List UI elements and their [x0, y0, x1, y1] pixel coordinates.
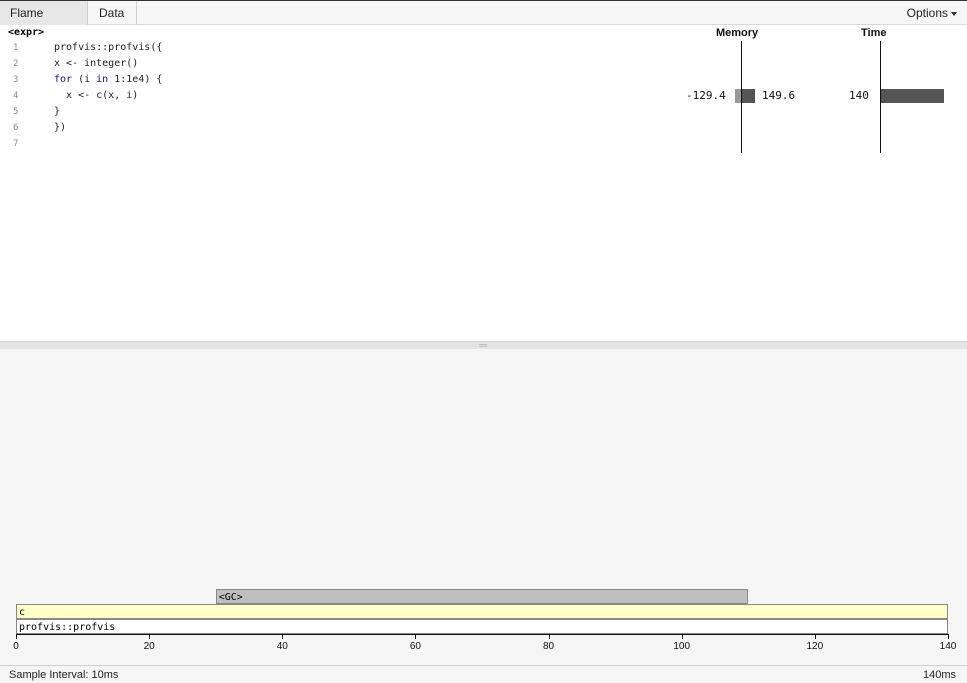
tab-data[interactable]: Data: [89, 1, 137, 25]
line-text: x <- integer(): [54, 58, 139, 69]
time-value: 140: [849, 89, 869, 102]
caret-down-icon: [951, 11, 957, 16]
line-number: 7: [13, 139, 19, 149]
tab-flame-graph[interactable]: Flame Graph: [0, 1, 88, 44]
line-number: 5: [13, 107, 19, 117]
axis-tick: [282, 634, 284, 639]
line-number: 4: [13, 91, 19, 101]
options-menu[interactable]: Options: [907, 1, 957, 25]
panel-splitter[interactable]: [0, 341, 967, 349]
line-number: 2: [13, 59, 19, 69]
code-line-7[interactable]: 7: [0, 136, 967, 152]
code-line-3[interactable]: 3 for (i in 1:1e4) {: [0, 72, 967, 88]
options-label: Options: [906, 6, 948, 20]
axis-tick-label: 80: [543, 641, 555, 652]
line-text: x <- c(x, i): [54, 90, 139, 101]
flame-frame[interactable]: c: [16, 604, 948, 619]
total-time: 140ms: [922, 669, 956, 681]
time-zero-line: [880, 41, 881, 153]
memory-zero-line: [741, 41, 742, 153]
code-line-4[interactable]: 4 x <- c(x, i) -129.4 149.6 140: [0, 88, 967, 104]
axis-tick-label: 140: [939, 641, 957, 652]
axis-tick-label: 120: [806, 641, 824, 652]
line-text: for (i in 1:1e4) {: [54, 74, 163, 85]
flame-frame[interactable]: profvis::profvis: [16, 619, 948, 634]
memory-deallocated-bar: [735, 89, 741, 103]
axis-line: [16, 634, 948, 635]
code-line-1[interactable]: 1 profvis::profvis({: [0, 40, 967, 56]
toolbar: Flame Graph Data Options: [0, 0, 967, 44]
line-number: 6: [13, 123, 19, 133]
axis-tick: [814, 634, 816, 639]
axis-tick-label: 20: [143, 641, 155, 652]
status-bar: Sample Interval: 10ms 140ms: [0, 665, 967, 683]
line-text: profvis::profvis({: [54, 42, 163, 53]
code-line-5[interactable]: 5 }: [0, 104, 967, 120]
flame-frame[interactable]: <GC>: [215, 589, 749, 604]
code-line-6[interactable]: 6 }): [0, 120, 967, 136]
axis-tick-label: 60: [409, 641, 421, 652]
time-bar: [880, 89, 944, 103]
axis-tick-label: 0: [13, 641, 19, 652]
memory-deallocated-value: -129.4: [686, 89, 726, 102]
code-panel: <expr> Memory Time 1 profvis::profvis({ …: [0, 25, 967, 341]
line-text: }: [54, 106, 61, 117]
sample-interval: Sample Interval: 10ms: [9, 669, 119, 681]
code-line-2[interactable]: 2 x <- integer(): [0, 56, 967, 72]
time-column-header: Time: [861, 27, 887, 39]
memory-column-header: Memory: [716, 27, 759, 39]
drag-handle-icon[interactable]: [479, 344, 487, 347]
axis-tick-label: 100: [673, 641, 691, 652]
line-number: 3: [13, 75, 19, 85]
expr-label: <expr>: [8, 27, 45, 38]
memory-allocated-bar: [741, 89, 755, 103]
line-text: }): [54, 122, 67, 133]
axis-tick: [548, 634, 550, 639]
axis-tick: [948, 634, 949, 639]
axis-tick-label: 40: [276, 641, 288, 652]
axis-tick: [415, 634, 417, 639]
axis-tick: [16, 634, 17, 639]
axis-tick: [681, 634, 683, 639]
axis-tick: [149, 634, 151, 639]
memory-allocated-value: 149.6: [762, 89, 796, 102]
line-number: 1: [13, 43, 19, 53]
